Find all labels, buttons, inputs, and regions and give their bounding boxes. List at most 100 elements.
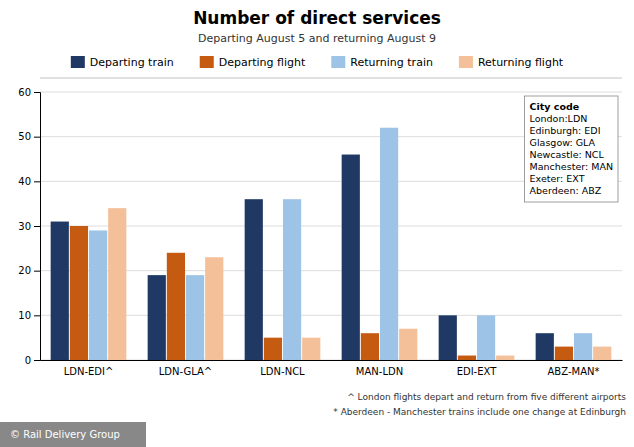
series — [51, 155, 554, 360]
subtitle: Departing August 5 and returning August … — [198, 32, 436, 45]
series — [70, 226, 573, 360]
y-tick-mark — [34, 315, 40, 316]
bar — [593, 347, 611, 360]
grid-line — [40, 270, 622, 271]
footnote: ^ London flights depart and return from … — [347, 392, 626, 402]
y-tick: 50 — [18, 131, 40, 142]
y-axis-line — [34, 93, 41, 361]
bar — [205, 257, 223, 360]
y-tick: 40 — [18, 176, 40, 187]
y-tick: 0 — [25, 355, 40, 366]
y-tick: 20 — [18, 265, 40, 276]
city-code-box: City codeLondon:LDNEdinburgh: EDIGlasgow… — [525, 96, 618, 202]
legend-label: Returning train — [350, 56, 433, 69]
bar — [399, 329, 417, 360]
legend-swatch — [331, 56, 345, 68]
legend-item: Returning train — [331, 56, 433, 69]
bar — [342, 155, 360, 360]
city-code-line: Newcastle: NCL — [530, 149, 605, 160]
y-tick-label: 30 — [18, 221, 31, 232]
plot-area: 0 10 20 30 40 50 60 LDN-EDI^ LDN-GLA^ LDN-NCL MAN-… — [18, 87, 622, 377]
city-code-title: City code — [530, 101, 580, 112]
y-tick-label: 60 — [18, 87, 31, 98]
bar — [380, 128, 398, 360]
x-tick: LDN-EDI^ — [64, 366, 114, 377]
y-tick: 10 — [18, 310, 40, 321]
city-code-line: Glasgow: GLA — [530, 137, 596, 148]
legend-label: Departing flight — [219, 56, 306, 69]
bar — [361, 333, 379, 360]
grid-line — [40, 92, 622, 93]
legend-swatch — [200, 56, 214, 68]
grid — [40, 92, 622, 360]
x-tick-label: LDN-GLA^ — [159, 366, 213, 377]
x-tick: MAN-LDN — [356, 366, 403, 377]
x-tick-label: LDN-EDI^ — [64, 366, 114, 377]
y-tick-mark — [34, 226, 40, 227]
y-tick-label: 10 — [18, 310, 31, 321]
bar — [70, 226, 88, 360]
y-tick-mark — [34, 360, 40, 361]
y-tick-mark — [34, 92, 40, 93]
x-tick: EDI-EXT — [457, 366, 498, 377]
bar — [496, 356, 514, 360]
city-code-line: Aberdeen: ABZ — [530, 185, 602, 196]
title: Number of direct services — [193, 8, 441, 28]
footer: © Rail Delivery Group — [10, 429, 120, 440]
grid-line — [40, 360, 622, 361]
footnote: * Aberdeen - Manchester trains include o… — [333, 407, 626, 417]
bar — [245, 199, 263, 360]
x-tick: LDN-GLA^ — [159, 366, 213, 377]
y-tick-label: 0 — [25, 355, 31, 366]
bar — [536, 333, 554, 360]
bar — [458, 356, 476, 360]
series — [89, 128, 592, 360]
bar — [89, 230, 107, 360]
bar — [148, 275, 166, 360]
x-tick-label: ABZ-MAN* — [548, 366, 600, 377]
bar — [574, 333, 592, 360]
bar — [439, 315, 457, 360]
y-tick: 60 — [18, 87, 40, 98]
bar — [477, 315, 495, 360]
x-tick-label: MAN-LDN — [356, 366, 403, 377]
y-tick: 30 — [18, 221, 40, 232]
bar — [283, 199, 301, 360]
legend-label: Departing train — [90, 56, 174, 69]
city-code-line: Exeter: EXT — [530, 173, 585, 184]
y-tick-mark — [34, 271, 40, 272]
bar — [51, 222, 69, 360]
bar — [108, 208, 126, 360]
bar — [167, 253, 185, 360]
footer-background — [0, 422, 146, 447]
y-tick-mark — [34, 137, 40, 138]
x-tick-label: LDN-NCL — [260, 366, 305, 377]
legend-item: Returning flight — [459, 56, 564, 69]
legend: Departing train Departing flight Returning… — [71, 56, 564, 69]
city-code-line: Manchester: MAN — [530, 161, 613, 172]
legend-swatch — [71, 56, 85, 68]
x-axis-line — [41, 360, 623, 361]
legend-label: Returning flight — [478, 56, 564, 69]
grid-line — [40, 226, 622, 227]
bar — [264, 338, 282, 360]
x-tick: LDN-NCL — [260, 366, 305, 377]
y-tick-label: 50 — [18, 131, 31, 142]
city-code-line: London:LDN — [530, 113, 588, 124]
y-tick-label: 40 — [18, 176, 31, 187]
city-code-frame — [525, 96, 618, 202]
bar — [186, 275, 204, 360]
series — [108, 208, 611, 360]
city-code-line: Edinburgh: EDI — [530, 125, 601, 136]
separator — [40, 78, 622, 79]
y-tick-label: 20 — [18, 265, 31, 276]
y-axis: 0 10 20 30 40 50 60 — [18, 87, 40, 366]
bar — [555, 347, 573, 360]
x-tick-label: EDI-EXT — [457, 366, 498, 377]
chart: Number of direct services Departing Augus… — [0, 0, 634, 447]
legend-item: Departing flight — [200, 56, 306, 69]
x-tick: ABZ-MAN* — [548, 366, 600, 377]
grid-line — [40, 315, 622, 316]
x-axis: LDN-EDI^ LDN-GLA^ LDN-NCL MAN-LDN EDI-EXT ABZ… — [41, 361, 623, 378]
y-tick-mark — [34, 181, 40, 182]
